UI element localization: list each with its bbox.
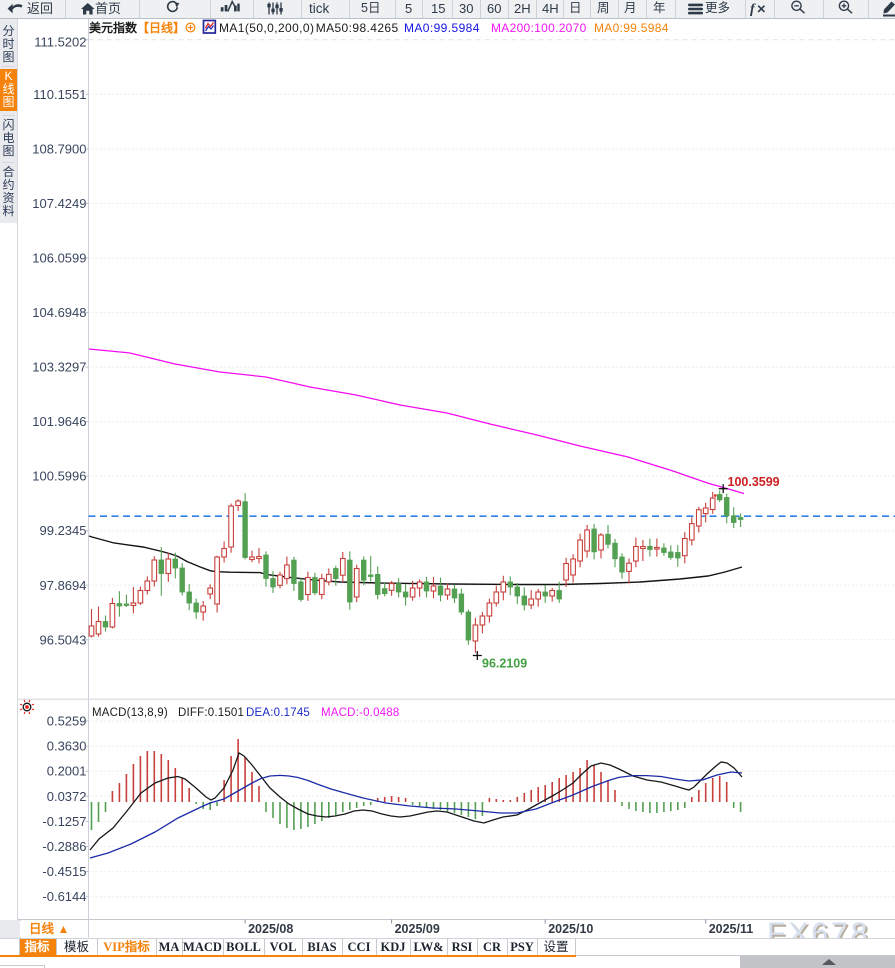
svg-text:-0.6144: -0.6144 <box>42 889 86 904</box>
svg-text:96.2109: 96.2109 <box>482 657 527 671</box>
svg-text:✕: ✕ <box>757 4 767 16</box>
svg-text:103.3297: 103.3297 <box>32 360 86 375</box>
svg-text:DEA:0.1745: DEA:0.1745 <box>246 707 310 719</box>
svg-text:104.6948: 104.6948 <box>32 305 86 320</box>
svg-text:2025/10: 2025/10 <box>548 922 593 936</box>
svg-text:2025/08: 2025/08 <box>248 922 293 936</box>
svg-text:100.3599: 100.3599 <box>728 475 780 489</box>
svg-text:美元指数: 美元指数 <box>89 20 138 35</box>
svg-text:101.9646: 101.9646 <box>32 414 86 429</box>
svg-text:MA50:98.4265: MA50:98.4265 <box>316 21 399 35</box>
svg-text:97.8694: 97.8694 <box>40 578 87 593</box>
svg-text:DIFF:0.1501: DIFF:0.1501 <box>178 707 244 719</box>
svg-text:0.5259: 0.5259 <box>47 714 87 729</box>
svg-text:-0.2886: -0.2886 <box>42 839 86 854</box>
svg-text:111.5202: 111.5202 <box>34 35 86 50</box>
svg-text:【日线】: 【日线】 <box>137 20 185 35</box>
svg-text:100.5996: 100.5996 <box>32 469 86 484</box>
svg-text:106.0599: 106.0599 <box>32 251 86 266</box>
svg-text:2025/11: 2025/11 <box>709 922 754 936</box>
svg-text:107.4249: 107.4249 <box>32 196 86 211</box>
svg-text:0.0372: 0.0372 <box>47 789 87 804</box>
svg-text:MACD:-0.0488: MACD:-0.0488 <box>321 707 399 719</box>
svg-text:MA1(50,0,200,0): MA1(50,0,200,0) <box>219 21 314 35</box>
svg-text:MACD(13,8,9): MACD(13,8,9) <box>92 707 168 719</box>
svg-text:-0.4515: -0.4515 <box>42 864 86 879</box>
svg-text:96.5043: 96.5043 <box>40 632 87 647</box>
svg-text:-0.1257: -0.1257 <box>42 814 86 829</box>
svg-text:110.1551: 110.1551 <box>33 87 86 102</box>
svg-text:2025/09: 2025/09 <box>395 922 440 936</box>
svg-text:0.2001: 0.2001 <box>47 764 87 779</box>
svg-text:f: f <box>750 2 756 17</box>
svg-text:MA0:99.5984: MA0:99.5984 <box>594 21 669 35</box>
svg-text:0.3630: 0.3630 <box>47 739 87 754</box>
svg-text:MA0:99.5984: MA0:99.5984 <box>404 21 480 35</box>
svg-text:99.2345: 99.2345 <box>40 523 87 538</box>
svg-text:MA200:100.2070: MA200:100.2070 <box>491 21 587 35</box>
svg-text:108.7900: 108.7900 <box>32 141 86 156</box>
